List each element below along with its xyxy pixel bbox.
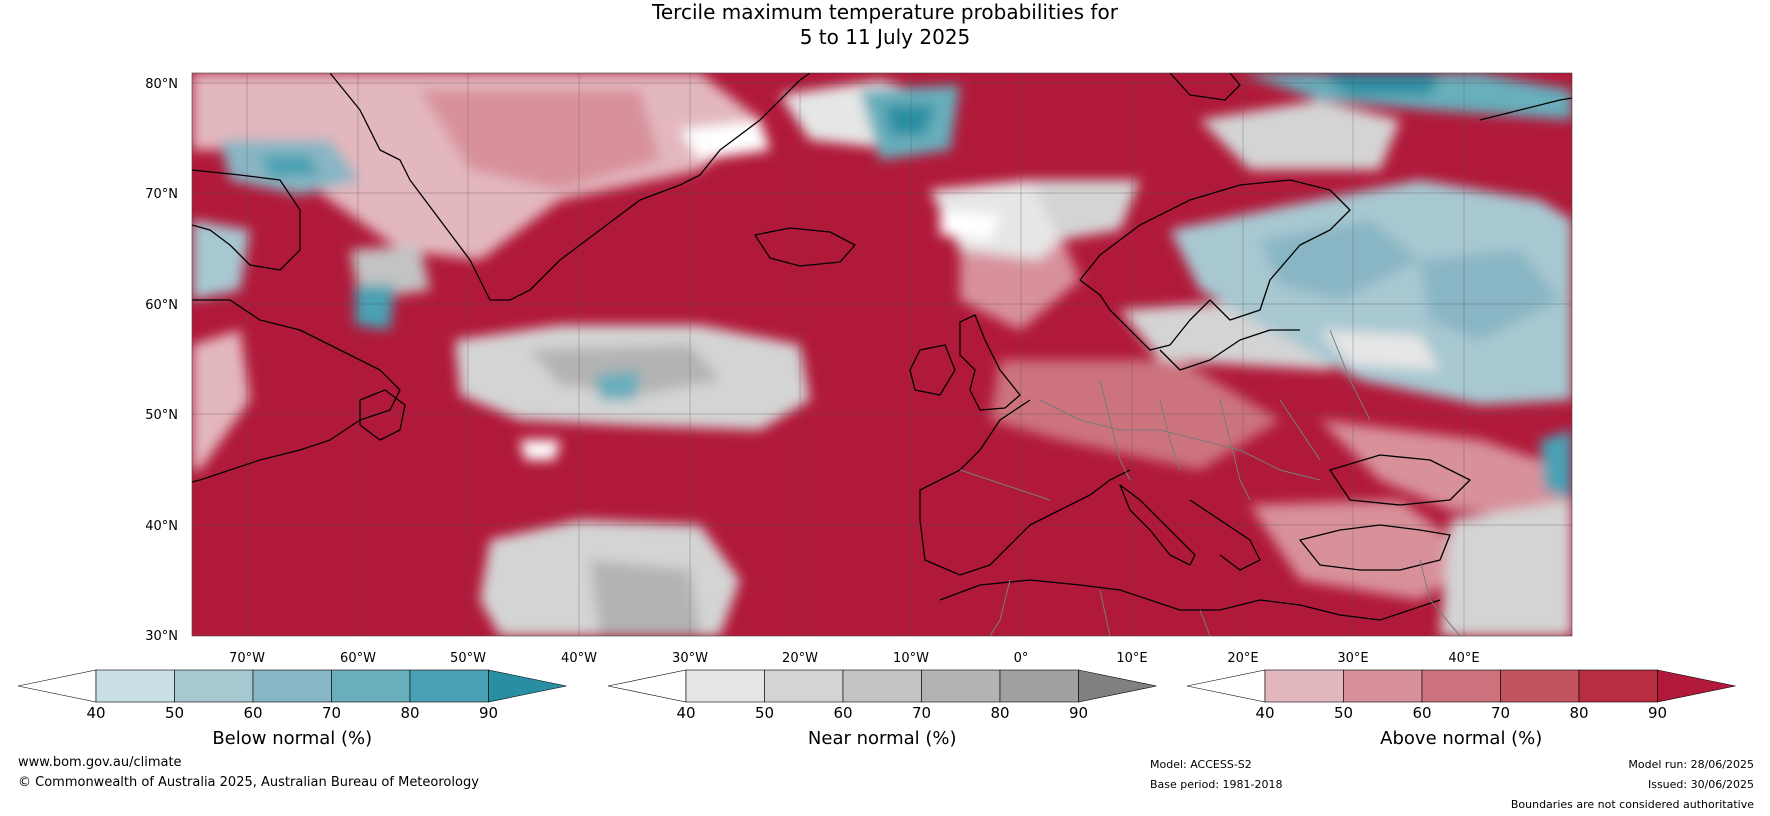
- map-frame: [191, 72, 1573, 637]
- novaya-zemlya-coast: [1479, 97, 1572, 121]
- colorbar-segment: [174, 669, 254, 703]
- colorbar-low-extension: [17, 669, 97, 703]
- map-panel: [192, 73, 1572, 636]
- longitude-labels: 70°W 60°W 50°W 40°W 30°W 20°W 10°W 0° 10…: [229, 651, 1480, 666]
- balkan-coast: [1189, 499, 1261, 571]
- legend-below-normal: 40 50 60 70 80 90 Below normal (%): [17, 669, 567, 749]
- colorbar-segment: [409, 669, 489, 703]
- colorbar-tick-label: 60: [243, 704, 262, 722]
- disclaimer-text: Boundaries are not considered authoritat…: [1510, 798, 1754, 811]
- colorbar-segment: [1500, 669, 1580, 703]
- baffin-coast: [192, 169, 301, 271]
- colorbar-segment: [1421, 669, 1501, 703]
- labrador-coast: [192, 299, 401, 483]
- colorbar-tick-label: 70: [322, 704, 341, 722]
- colorbar-segment: [331, 669, 411, 703]
- colorbar-tick-label: 90: [1648, 704, 1667, 722]
- colorbar-tick-label: 80: [1569, 704, 1588, 722]
- italy-coast: [1119, 484, 1196, 566]
- uk-coast: [959, 314, 1021, 411]
- lat-label: 60°N: [145, 298, 178, 313]
- europe-west-coast: [919, 399, 1131, 576]
- colorbar-segment: [1578, 669, 1658, 703]
- website-link[interactable]: www.bom.gov.au/climate: [18, 755, 182, 770]
- lon-label: 40°E: [1448, 651, 1479, 666]
- iceland-coast: [754, 227, 856, 267]
- colorbar-low-extension: [1186, 669, 1266, 703]
- lon-label: 30°W: [672, 651, 708, 666]
- colorbar-tick-label: 50: [755, 704, 774, 722]
- map-title: Tercile maximum temperature probabilitie…: [0, 0, 1770, 50]
- colorbar-high-extension: [1657, 669, 1736, 703]
- colorbar-segment: [252, 669, 332, 703]
- latitude-labels: 80°N 70°N 60°N 50°N 40°N 30°N: [145, 77, 178, 644]
- colorbar-low-extension: [607, 669, 687, 703]
- colorbar-label: Near normal (%): [808, 728, 957, 749]
- colorbar-segment: [921, 669, 1001, 703]
- svalbard-coast: [1169, 73, 1241, 101]
- lat-label: 30°N: [145, 629, 178, 644]
- lon-label: 50°W: [450, 651, 486, 666]
- colorbar-tick-label: 70: [912, 704, 931, 722]
- model-text: Model: ACCESS-S2: [1150, 758, 1252, 771]
- colorbar-tick-label: 70: [1491, 704, 1510, 722]
- colorbar-segment: [95, 669, 175, 703]
- colorbar-tick-label: 40: [1255, 704, 1274, 722]
- colorbar-segment: [1343, 669, 1423, 703]
- base-period-text: Base period: 1981-2018: [1150, 778, 1283, 791]
- ireland-coast: [909, 344, 956, 396]
- model-run-text: Model run: 28/06/2025: [1628, 758, 1754, 771]
- baltic-coast: [1159, 329, 1300, 371]
- colorbar-segment: [685, 669, 765, 703]
- lon-label: 20°W: [782, 651, 818, 666]
- colorbar-tick-label: 80: [400, 704, 419, 722]
- colorbar-high-extension: [1078, 669, 1157, 703]
- title-line-2: 5 to 11 July 2025: [799, 25, 971, 49]
- lon-label: 20°E: [1227, 651, 1258, 666]
- colorbar-tick-label: 90: [1069, 704, 1088, 722]
- title-line-1: Tercile maximum temperature probabilitie…: [652, 0, 1118, 24]
- colorbar-tick-label: 90: [479, 704, 498, 722]
- probability-field: [192, 73, 1572, 636]
- colorbar-segment: [999, 669, 1079, 703]
- colorbar-tick-label: 40: [676, 704, 695, 722]
- turkey-coast: [1299, 524, 1451, 571]
- lon-label: 70°W: [229, 651, 265, 666]
- country-borders: [959, 329, 1461, 636]
- colorbar-tick-label: 50: [165, 704, 184, 722]
- colorbar-tick-label: 40: [86, 704, 105, 722]
- newfoundland-coast: [359, 389, 406, 441]
- colorbar-segment: [842, 669, 922, 703]
- colorbar-tick-label: 50: [1334, 704, 1353, 722]
- graticule: [192, 73, 1572, 636]
- colorbar-segment: [1264, 669, 1344, 703]
- lat-label: 70°N: [145, 187, 178, 202]
- colorbar-tick-label: 60: [1412, 704, 1431, 722]
- colorbar-tick-label: 80: [990, 704, 1009, 722]
- colorbar-tick-label: 60: [833, 704, 852, 722]
- lon-label: 10°W: [893, 651, 929, 666]
- lon-label: 60°W: [340, 651, 376, 666]
- colorbar-segment: [764, 669, 844, 703]
- legend-above-normal: 40 50 60 70 80 90 Above normal (%): [1186, 669, 1736, 749]
- colorbar-label: Above normal (%): [1380, 728, 1542, 749]
- black-sea-coast: [1329, 454, 1471, 506]
- colorbar-high-extension: [488, 669, 567, 703]
- legend-near-normal: 40 50 60 70 80 90 Near normal (%): [607, 669, 1157, 749]
- scandinavia-coast: [1079, 179, 1351, 351]
- lon-label: 10°E: [1116, 651, 1147, 666]
- lat-label: 40°N: [145, 519, 178, 534]
- lon-label: 0°: [1014, 651, 1029, 666]
- issued-text: Issued: 30/06/2025: [1647, 778, 1754, 791]
- copyright-text: © Commonwealth of Australia 2025, Austra…: [18, 775, 479, 790]
- lon-label: 30°E: [1337, 651, 1368, 666]
- lat-label: 50°N: [145, 408, 178, 423]
- lat-label: 80°N: [145, 77, 178, 92]
- greenland-coast: [329, 73, 811, 301]
- lon-label: 40°W: [561, 651, 597, 666]
- colorbar-label: Below normal (%): [212, 728, 372, 749]
